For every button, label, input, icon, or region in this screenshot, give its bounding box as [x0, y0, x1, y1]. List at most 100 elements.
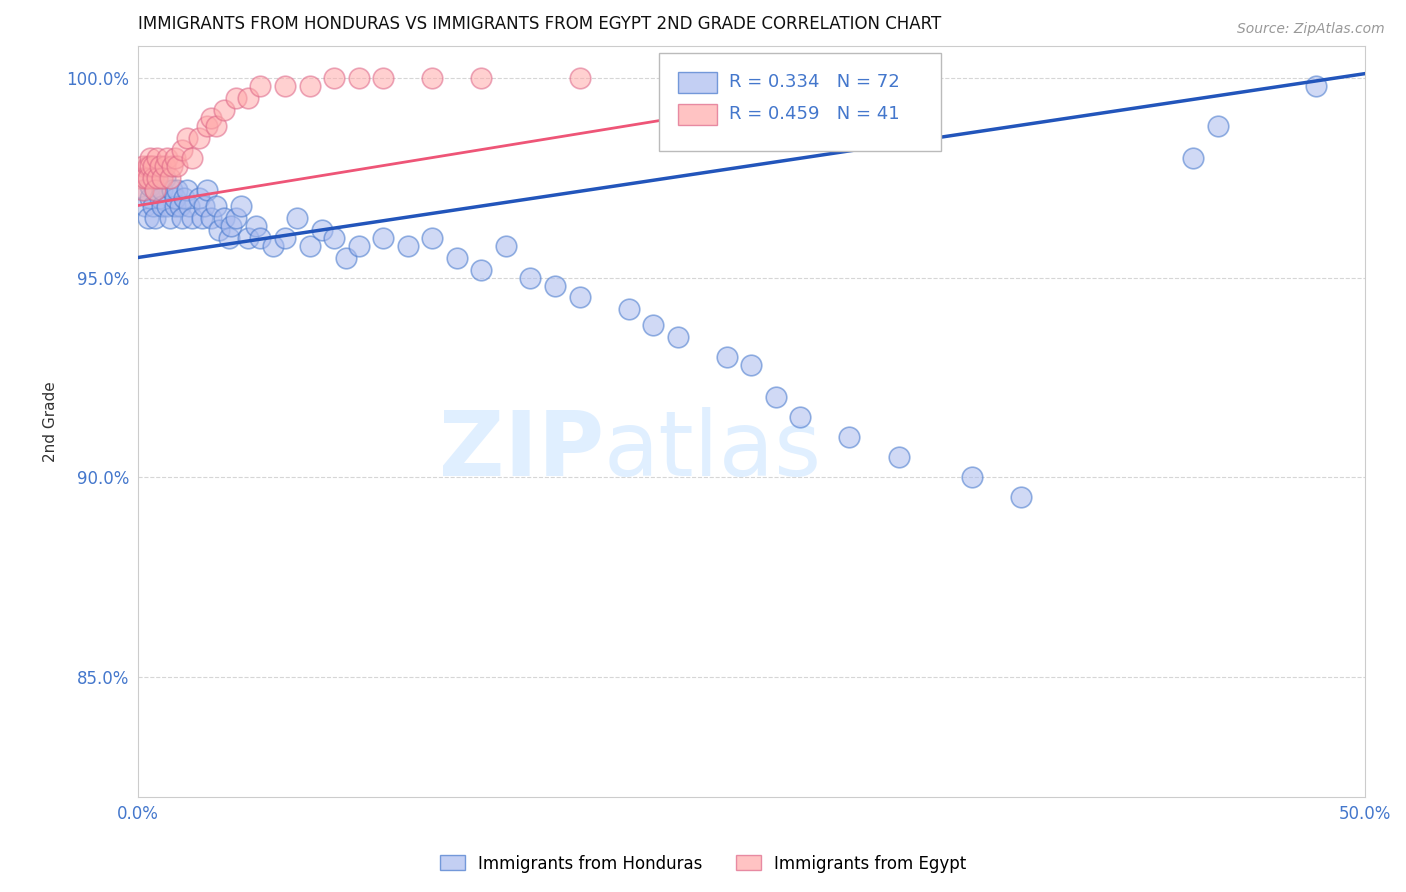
Point	[176, 130, 198, 145]
Point	[887, 450, 910, 465]
Point	[149, 159, 172, 173]
Point	[274, 230, 297, 244]
Point	[149, 190, 172, 204]
Point	[789, 410, 811, 425]
Y-axis label: 2nd Grade: 2nd Grade	[44, 381, 58, 462]
Point	[960, 470, 983, 484]
Point	[156, 198, 179, 212]
Point	[238, 230, 260, 244]
Point	[190, 211, 212, 225]
Point	[373, 70, 395, 85]
Point	[740, 359, 762, 373]
Point	[134, 198, 156, 212]
Point	[249, 230, 271, 244]
Point	[188, 190, 211, 204]
Point	[146, 151, 169, 165]
Point	[690, 70, 713, 85]
Point	[519, 270, 541, 285]
Point	[173, 190, 195, 204]
Point	[170, 211, 193, 225]
Point	[838, 430, 860, 444]
Text: IMMIGRANTS FROM HONDURAS VS IMMIGRANTS FROM EGYPT 2ND GRADE CORRELATION CHART: IMMIGRANTS FROM HONDURAS VS IMMIGRANTS F…	[138, 15, 941, 33]
Point	[146, 170, 169, 185]
Point	[323, 70, 346, 85]
Point	[1206, 119, 1229, 133]
Point	[188, 130, 211, 145]
Point	[446, 251, 468, 265]
Point	[170, 143, 193, 157]
Point	[131, 159, 153, 173]
Point	[298, 78, 321, 93]
Point	[139, 151, 162, 165]
Point	[643, 318, 665, 333]
FancyBboxPatch shape	[659, 54, 942, 151]
Point	[396, 238, 419, 252]
Point	[200, 211, 222, 225]
Point	[143, 183, 166, 197]
Point	[166, 159, 188, 173]
Point	[373, 230, 395, 244]
Point	[347, 238, 370, 252]
Point	[245, 219, 267, 233]
Point	[180, 211, 202, 225]
Point	[495, 238, 517, 252]
Point	[1010, 491, 1032, 505]
Point	[765, 391, 787, 405]
Point	[617, 302, 640, 317]
Point	[153, 170, 176, 185]
Point	[200, 111, 222, 125]
Point	[159, 211, 181, 225]
Point	[160, 183, 183, 197]
Point	[347, 70, 370, 85]
Point	[249, 78, 271, 93]
Point	[716, 351, 738, 365]
Point	[229, 198, 252, 212]
Point	[166, 183, 188, 197]
Point	[163, 151, 186, 165]
Point	[238, 90, 260, 104]
Point	[311, 222, 333, 236]
Point	[150, 183, 173, 197]
Point	[262, 238, 284, 252]
Point	[136, 159, 159, 173]
Point	[131, 170, 153, 185]
Point	[544, 278, 567, 293]
Point	[134, 183, 156, 197]
Point	[180, 151, 202, 165]
Point	[156, 151, 179, 165]
Text: Source: ZipAtlas.com: Source: ZipAtlas.com	[1237, 22, 1385, 37]
FancyBboxPatch shape	[678, 103, 717, 125]
Point	[218, 230, 240, 244]
Point	[141, 159, 163, 173]
Point	[141, 170, 163, 185]
Point	[212, 211, 235, 225]
Legend: Immigrants from Honduras, Immigrants from Egypt: Immigrants from Honduras, Immigrants fro…	[433, 848, 973, 880]
Point	[163, 190, 186, 204]
Point	[150, 170, 173, 185]
Point	[470, 262, 492, 277]
Point	[225, 211, 247, 225]
Point	[285, 211, 308, 225]
Point	[143, 211, 166, 225]
Point	[225, 90, 247, 104]
Point	[205, 119, 228, 133]
Text: ZIP: ZIP	[439, 408, 605, 495]
FancyBboxPatch shape	[678, 72, 717, 93]
Point	[568, 70, 591, 85]
Point	[298, 238, 321, 252]
Point	[134, 170, 156, 185]
Text: R = 0.334   N = 72: R = 0.334 N = 72	[730, 73, 900, 91]
Point	[323, 230, 346, 244]
Point	[335, 251, 357, 265]
Text: R = 0.459   N = 41: R = 0.459 N = 41	[730, 105, 900, 123]
Point	[131, 183, 153, 197]
Point	[153, 159, 176, 173]
Point	[163, 198, 186, 212]
Point	[139, 190, 162, 204]
Point	[193, 198, 215, 212]
Point	[139, 178, 162, 193]
Point	[568, 291, 591, 305]
Point	[169, 198, 191, 212]
Point	[208, 222, 231, 236]
Point	[179, 198, 201, 212]
